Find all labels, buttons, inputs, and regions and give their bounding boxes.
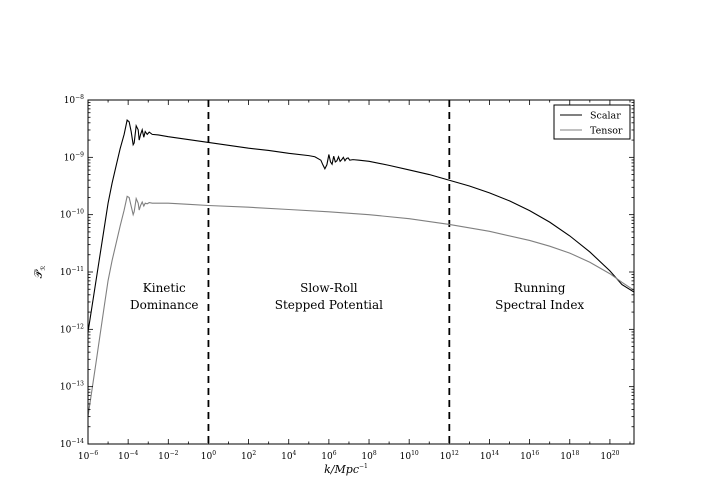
x-tick-label: 1014: [480, 450, 499, 462]
region-label: Dominance: [130, 298, 199, 312]
plot-background: [88, 100, 634, 444]
x-tick-label: 102: [241, 450, 256, 462]
x-tick-label: 1010: [400, 450, 419, 462]
legend: Scalar Tensor: [553, 104, 631, 140]
region-label: Running: [514, 281, 566, 295]
x-tick-label: 108: [361, 450, 376, 462]
x-tick-label: 1020: [600, 450, 619, 462]
y-tick-label: 10−10: [60, 209, 84, 221]
legend-label-scalar: Scalar: [590, 111, 621, 122]
y-tick-label: 10−12: [60, 323, 84, 335]
x-tick-label: 10−4: [118, 450, 138, 462]
x-tick-label: 1016: [520, 450, 539, 462]
x-tick-label: 100: [201, 450, 216, 462]
region-label: Stepped Potential: [275, 298, 383, 312]
y-tick-label: 10−8: [64, 94, 84, 106]
legend-box: [553, 104, 631, 140]
series-line-scalar: [87, 119, 635, 333]
x-axis-label: k/Mpc−1: [324, 463, 368, 476]
y-tick-label: 10−11: [60, 266, 84, 278]
legend-label-tensor: Tensor: [590, 126, 623, 137]
x-tick-label: 10−6: [78, 450, 98, 462]
region-label: Slow-Roll: [300, 281, 358, 295]
y-axis-label: 𝒫ℛ: [32, 265, 47, 278]
y-tick-label: 10−13: [60, 381, 84, 393]
y-tick-label: 10−14: [60, 438, 84, 450]
region-label: Spectral Index: [495, 298, 584, 312]
x-tick-label: 104: [281, 450, 296, 462]
x-tick-label: 1012: [440, 450, 459, 462]
x-tick-label: 10−2: [158, 450, 178, 462]
x-tick-label: 1018: [560, 450, 579, 462]
x-tick-label: 106: [321, 450, 336, 462]
series-line-tensor: [87, 195, 635, 417]
region-label: Kinetic: [143, 281, 186, 295]
y-tick-label: 10−9: [64, 151, 84, 163]
